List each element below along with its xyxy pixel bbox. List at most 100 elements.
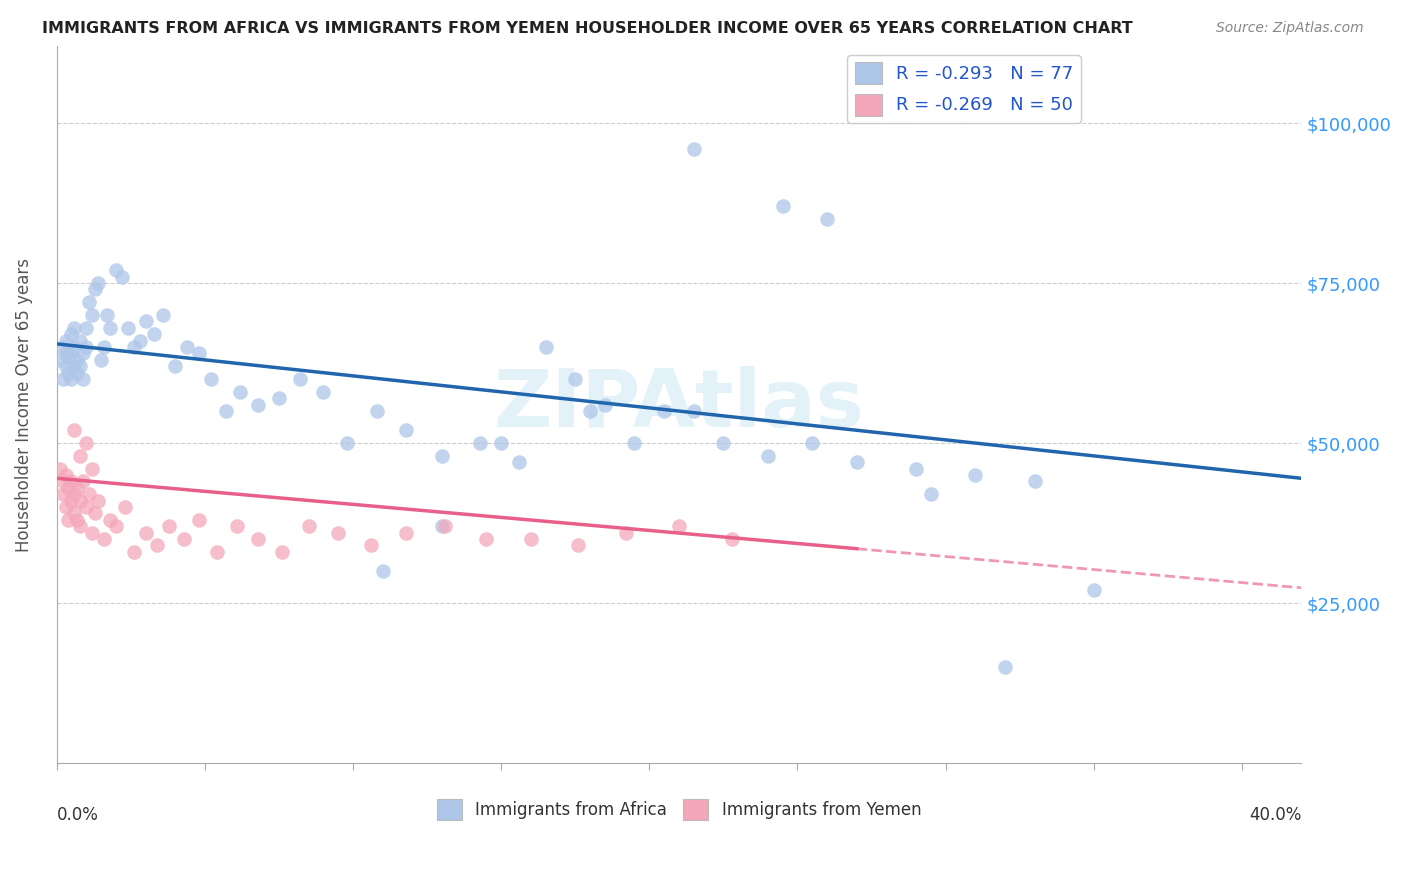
Point (51, 372, 73, 386)
Point (60, 475, 83, 489)
Point (93, 340, 115, 354)
Text: Source: ZipAtlas.com: Source: ZipAtlas.com (1216, 21, 1364, 35)
Point (205, 545, 228, 559)
Point (58, 350, 80, 364)
Point (66, 513, 89, 527)
Point (104, 519, 127, 533)
Point (614, 525, 637, 540)
Point (845, 455, 868, 469)
Point (93, 532, 115, 546)
Point (82, 461, 104, 475)
Point (55, 500, 77, 514)
Point (682, 404, 704, 418)
Point (270, 545, 292, 559)
Point (623, 436, 645, 450)
Point (66, 352, 89, 367)
Text: 40.0%: 40.0% (1249, 806, 1302, 824)
Point (173, 532, 195, 546)
Point (98, 513, 121, 527)
Point (489, 436, 512, 450)
Point (58, 513, 80, 527)
Point (430, 449, 453, 463)
Point (312, 384, 335, 399)
Point (82, 308, 104, 322)
Point (69, 519, 91, 533)
Point (965, 468, 987, 483)
Point (55, 346, 77, 360)
Point (652, 404, 675, 418)
Point (395, 525, 418, 540)
Point (593, 398, 616, 412)
Point (1024, 475, 1046, 489)
Y-axis label: Householder Income Over 65 years: Householder Income Over 65 years (15, 258, 32, 551)
Point (60, 346, 83, 360)
Point (508, 455, 530, 469)
Point (371, 564, 394, 578)
Point (247, 398, 270, 412)
Point (90, 352, 112, 367)
Point (134, 525, 156, 540)
Point (165, 359, 187, 374)
Point (128, 334, 150, 348)
Point (772, 199, 794, 213)
Point (63, 340, 86, 354)
Point (63, 359, 86, 374)
Point (111, 269, 134, 284)
Point (267, 391, 290, 405)
Point (55, 334, 77, 348)
Point (229, 384, 252, 399)
Point (72, 346, 94, 360)
Point (69, 359, 91, 374)
Point (176, 340, 198, 354)
Point (98, 321, 121, 335)
Point (72, 372, 94, 386)
Point (63, 507, 86, 521)
Point (226, 519, 249, 533)
Point (567, 539, 589, 553)
Point (801, 436, 824, 450)
Point (247, 532, 270, 546)
Point (69, 493, 91, 508)
Legend: Immigrants from Africa, Immigrants from Yemen: Immigrants from Africa, Immigrants from … (430, 793, 928, 827)
Text: IMMIGRANTS FROM AFRICA VS IMMIGRANTS FROM YEMEN HOUSEHOLDER INCOME OVER 65 YEARS: IMMIGRANTS FROM AFRICA VS IMMIGRANTS FRO… (42, 21, 1133, 36)
Point (297, 519, 319, 533)
Point (395, 423, 418, 437)
Point (682, 142, 704, 156)
Point (721, 532, 744, 546)
Point (75, 436, 97, 450)
Point (200, 372, 222, 386)
Point (84, 283, 107, 297)
Point (187, 513, 209, 527)
Point (579, 404, 602, 418)
Point (905, 461, 928, 475)
Point (51, 340, 73, 354)
Point (756, 449, 779, 463)
Point (66, 481, 89, 495)
Point (75, 500, 97, 514)
Point (288, 372, 311, 386)
Point (920, 487, 942, 501)
Point (69, 334, 91, 348)
Point (51, 487, 73, 501)
Point (122, 340, 145, 354)
Point (336, 436, 359, 450)
Point (564, 372, 586, 386)
Point (152, 308, 174, 322)
Point (63, 321, 86, 335)
Point (815, 212, 838, 227)
Point (187, 346, 209, 360)
Point (146, 539, 169, 553)
Point (87, 493, 110, 508)
Text: 0.0%: 0.0% (56, 806, 98, 824)
Point (87, 276, 110, 290)
Point (157, 519, 180, 533)
Point (82, 525, 104, 540)
Text: ZIPAtlas: ZIPAtlas (494, 366, 865, 443)
Point (58, 481, 80, 495)
Point (713, 436, 735, 450)
Point (366, 404, 388, 418)
Point (48, 352, 70, 367)
Point (470, 436, 492, 450)
Point (475, 532, 498, 546)
Point (96, 308, 118, 322)
